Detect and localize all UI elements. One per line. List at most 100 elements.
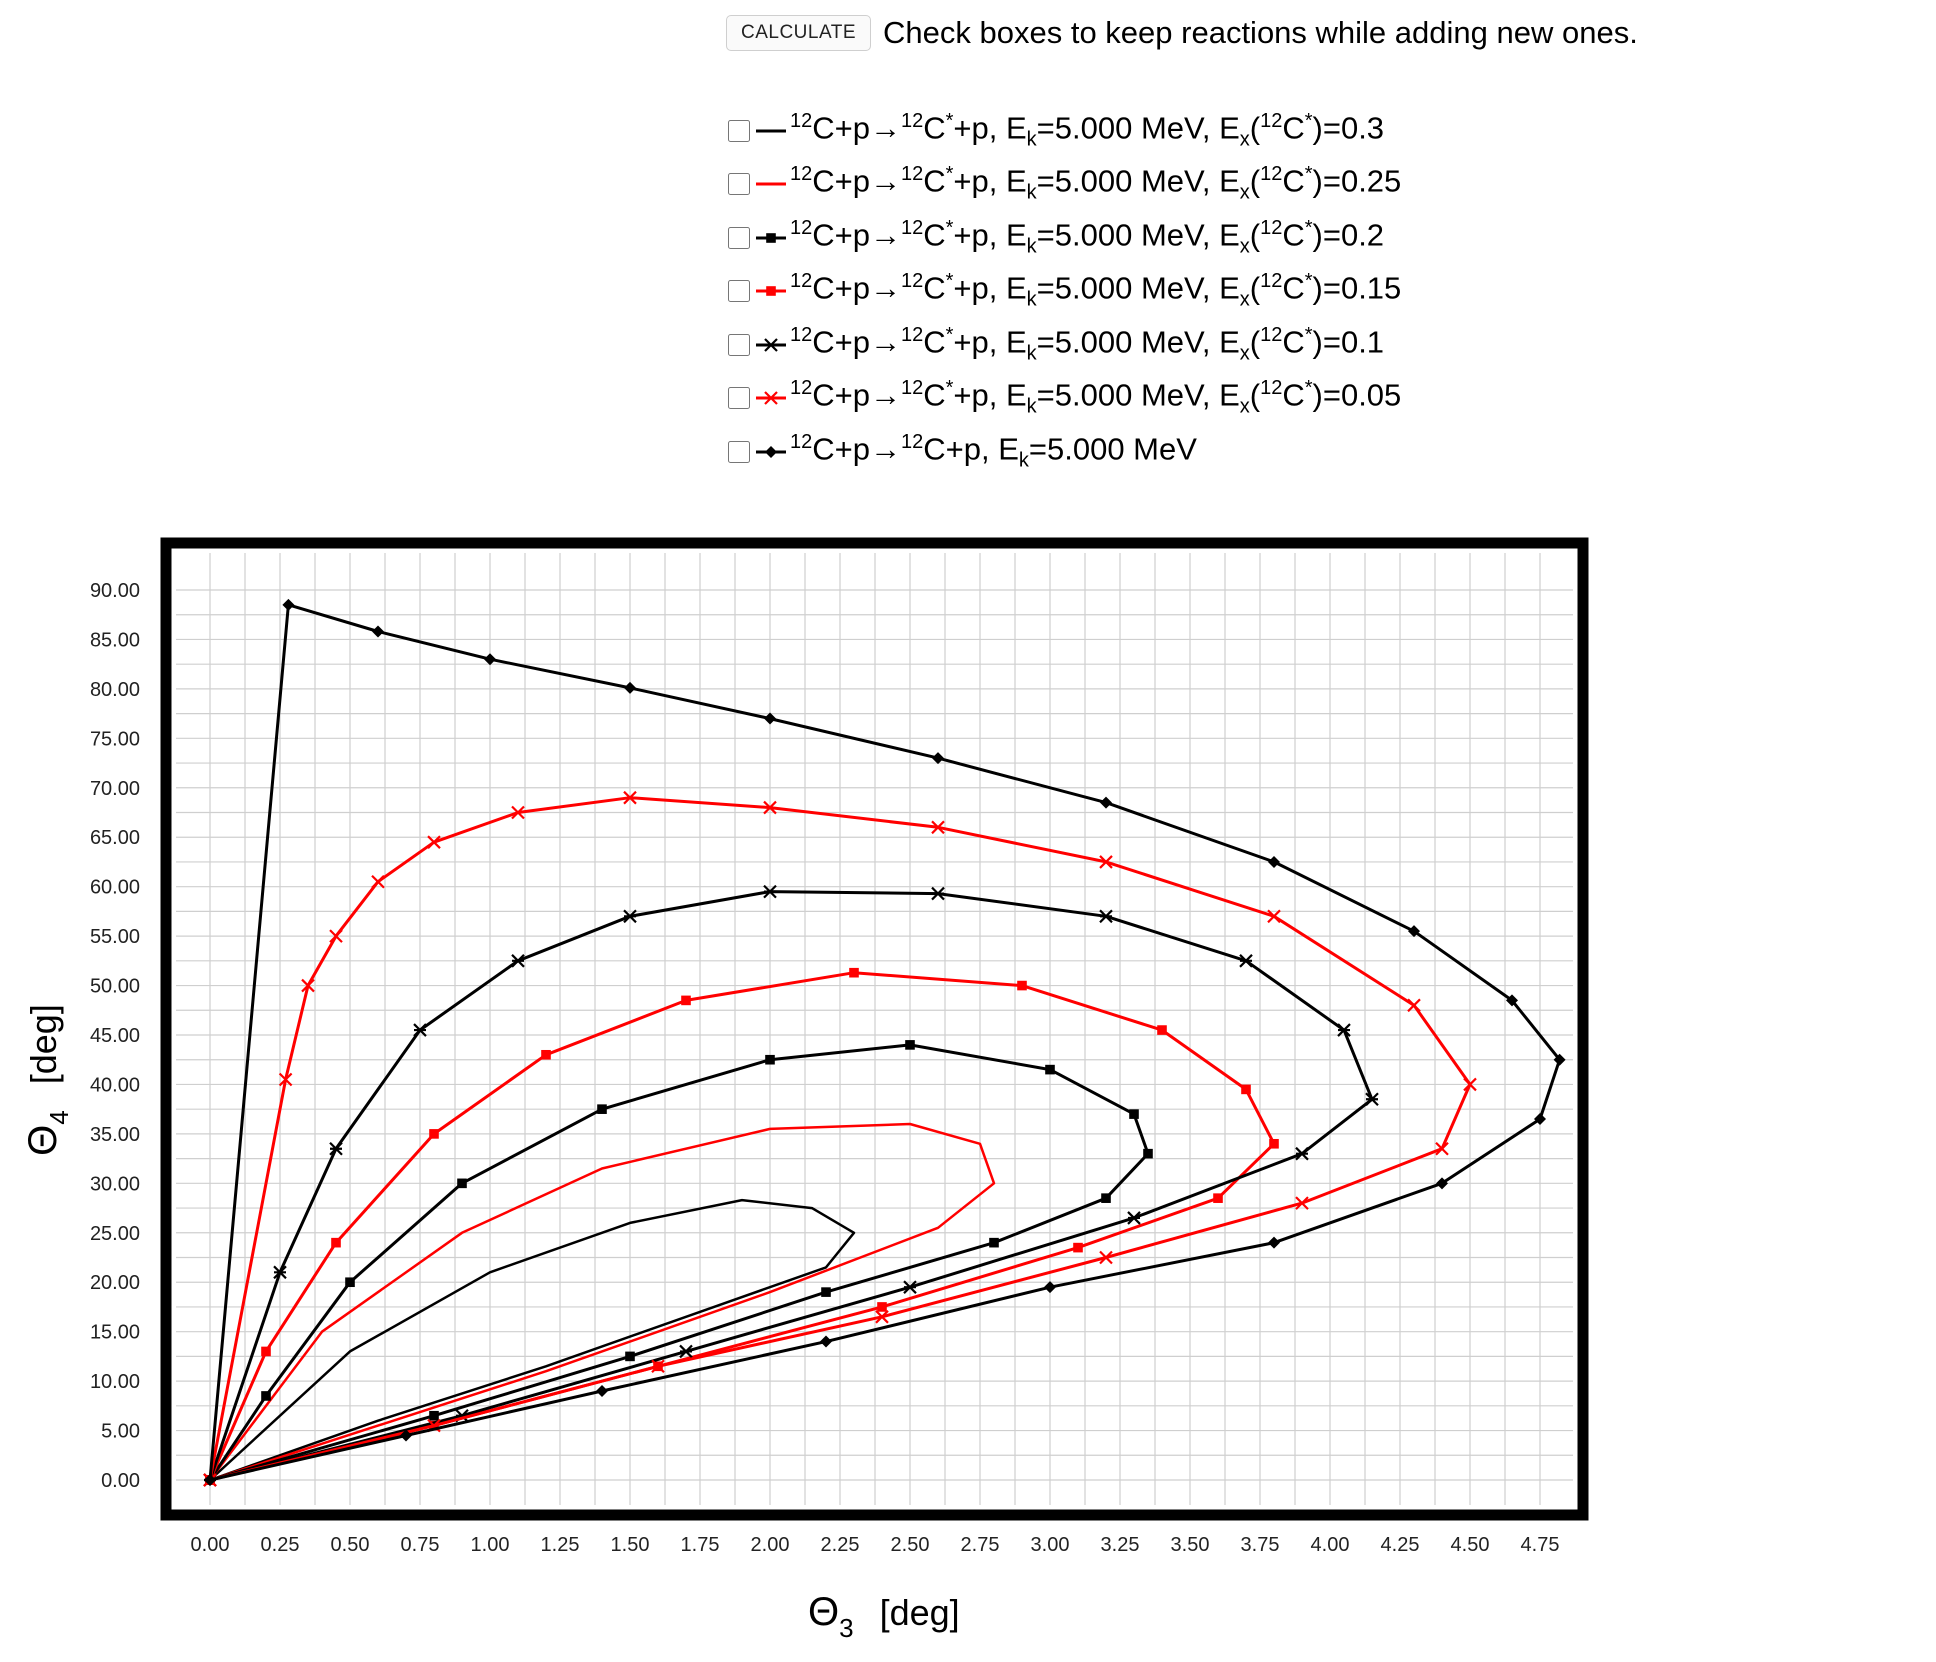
legend-label-part: * xyxy=(1304,216,1313,239)
x-tick-label: 0.50 xyxy=(331,1534,370,1556)
y-tick-label: 10.00 xyxy=(90,1371,140,1393)
x-tick-label: 4.50 xyxy=(1451,1534,1490,1556)
legend-label-part: =5.000 MeV, E xyxy=(1036,217,1240,253)
legend-label-part: ( xyxy=(1249,110,1261,146)
legend-label-part: k xyxy=(1026,235,1037,258)
legend-label-part: +p, E xyxy=(953,163,1027,199)
data-point xyxy=(1045,1064,1055,1075)
data-point xyxy=(624,681,636,694)
keep-reaction-checkbox[interactable] xyxy=(728,226,750,249)
x-tick-label: 3.75 xyxy=(1241,1534,1280,1556)
x-tick-label: 3.00 xyxy=(1031,1534,1070,1556)
data-point xyxy=(903,1280,917,1294)
data-point xyxy=(1267,909,1281,924)
data-point xyxy=(1436,1177,1448,1190)
data-point xyxy=(278,1072,293,1087)
data-point xyxy=(765,1054,775,1065)
legend-label-part: C xyxy=(1282,377,1305,413)
legend-label-part: x xyxy=(1239,128,1250,151)
legend-item: 12C+p→12C*+p, Ek=5.000 MeV, Ex(12C*)=0.2… xyxy=(726,158,1926,212)
legend-label-part: ( xyxy=(1249,163,1261,199)
data-point xyxy=(931,820,945,835)
legend-label: 12C+p→12C+p, Ek=5.000 MeV xyxy=(790,431,1197,473)
reaction-legend: 12C+p→12C*+p, Ek=5.000 MeV, Ex(12C*)=0.3… xyxy=(726,104,1926,479)
legend-label-part: * xyxy=(945,377,954,400)
data-point xyxy=(1337,1023,1351,1037)
legend-label-part: 12 xyxy=(900,163,924,186)
x-axis-title: Θ3 [deg] xyxy=(808,1590,960,1643)
data-point xyxy=(331,1237,341,1248)
legend-label: 12C+p→12C*+p, Ek=5.000 MeV, Ex(12C*)=0.1… xyxy=(790,270,1401,312)
data-point xyxy=(371,874,385,889)
data-point xyxy=(511,805,525,820)
legend-label-part: k xyxy=(1026,289,1037,311)
legend-label-part: 12 xyxy=(790,377,813,400)
data-point xyxy=(1268,855,1280,868)
y-tick-label: 45.00 xyxy=(90,1025,140,1047)
data-point xyxy=(623,790,637,805)
legend-item: 12C+p→12C*+p, Ek=5.000 MeV, Ex(12C*)=0.1 xyxy=(726,318,1926,372)
data-point xyxy=(821,1287,831,1297)
y-tick-label: 30.00 xyxy=(90,1173,140,1195)
data-point xyxy=(1506,994,1518,1007)
series-1 xyxy=(209,1122,996,1482)
data-point xyxy=(372,625,384,638)
data-point xyxy=(1365,1092,1379,1107)
legend-label-part: 12 xyxy=(1260,109,1283,132)
legend-label: 12C+p→12C*+p, Ek=5.000 MeV, Ex(12C*)=0.2… xyxy=(790,163,1401,205)
keep-reaction-checkbox[interactable] xyxy=(728,333,750,356)
legend-label-part: C+p→ xyxy=(812,217,901,253)
data-point xyxy=(875,1310,889,1324)
legend-label-part: )=0.2 xyxy=(1312,217,1385,253)
data-point xyxy=(681,995,691,1006)
data-point xyxy=(763,884,777,899)
data-point xyxy=(1534,1113,1546,1126)
legend-label-part: 12 xyxy=(1260,270,1283,293)
legend-label-part: 12 xyxy=(900,323,924,346)
data-point xyxy=(625,1351,635,1362)
data-point xyxy=(932,752,944,765)
legend-label-part: )=0.15 xyxy=(1312,270,1402,306)
data-point xyxy=(1073,1242,1083,1253)
legend-label-part: k xyxy=(1026,342,1037,365)
x-tick-label: 1.75 xyxy=(681,1534,720,1556)
legend-label-part: ( xyxy=(1249,324,1261,360)
legend-label-part: 12 xyxy=(900,109,924,132)
legend-label-part: C+p→ xyxy=(812,110,901,146)
legend-line-sample xyxy=(756,129,786,133)
legend-label-part: * xyxy=(1304,163,1313,186)
data-point xyxy=(1143,1148,1153,1159)
calculate-row: CALCULATE Check boxes to keep reactions … xyxy=(726,12,1926,54)
x-tick-labels: 0.00 0.25 0.50 0.75 1.00 1.25 1.50 1.75 2.00 2.25… xyxy=(191,1534,1560,1556)
legend-label-part: =5.000 MeV xyxy=(1028,431,1197,467)
data-point xyxy=(623,909,637,924)
legend-label-part: C xyxy=(923,217,946,253)
legend-label-part: * xyxy=(945,163,954,186)
data-point xyxy=(1101,1193,1111,1203)
keep-reaction-checkbox[interactable] xyxy=(728,280,750,303)
data-point xyxy=(484,653,496,666)
legend-item: 12C+p→12C+p, Ek=5.000 MeV xyxy=(726,425,1926,479)
legend-label-part: =5.000 MeV, E xyxy=(1036,163,1240,199)
calculate-button[interactable]: CALCULATE xyxy=(726,15,872,51)
data-point xyxy=(429,1129,439,1139)
data-point xyxy=(877,1302,887,1312)
data-point xyxy=(282,598,295,611)
keep-reaction-checkbox[interactable] xyxy=(728,119,750,142)
y-tick-label: 85.00 xyxy=(90,629,140,651)
legend-label-part: +p, E xyxy=(953,217,1027,253)
data-point xyxy=(1268,1236,1280,1249)
data-point xyxy=(1127,1211,1141,1225)
keep-reaction-checkbox[interactable] xyxy=(728,440,750,463)
legend-marker xyxy=(765,445,777,458)
data-point xyxy=(1241,1084,1251,1095)
y-tick-label: 65.00 xyxy=(90,827,140,849)
legend-label-part: ( xyxy=(1249,217,1261,253)
legend-label-part: * xyxy=(945,270,954,293)
legend-label-part: C xyxy=(1282,324,1305,360)
legend-label-part: )=0.3 xyxy=(1312,110,1385,146)
keep-reaction-checkbox[interactable] xyxy=(728,173,750,196)
keep-reaction-checkbox[interactable] xyxy=(728,387,750,410)
data-point xyxy=(427,835,441,849)
legend-marker xyxy=(766,232,776,243)
